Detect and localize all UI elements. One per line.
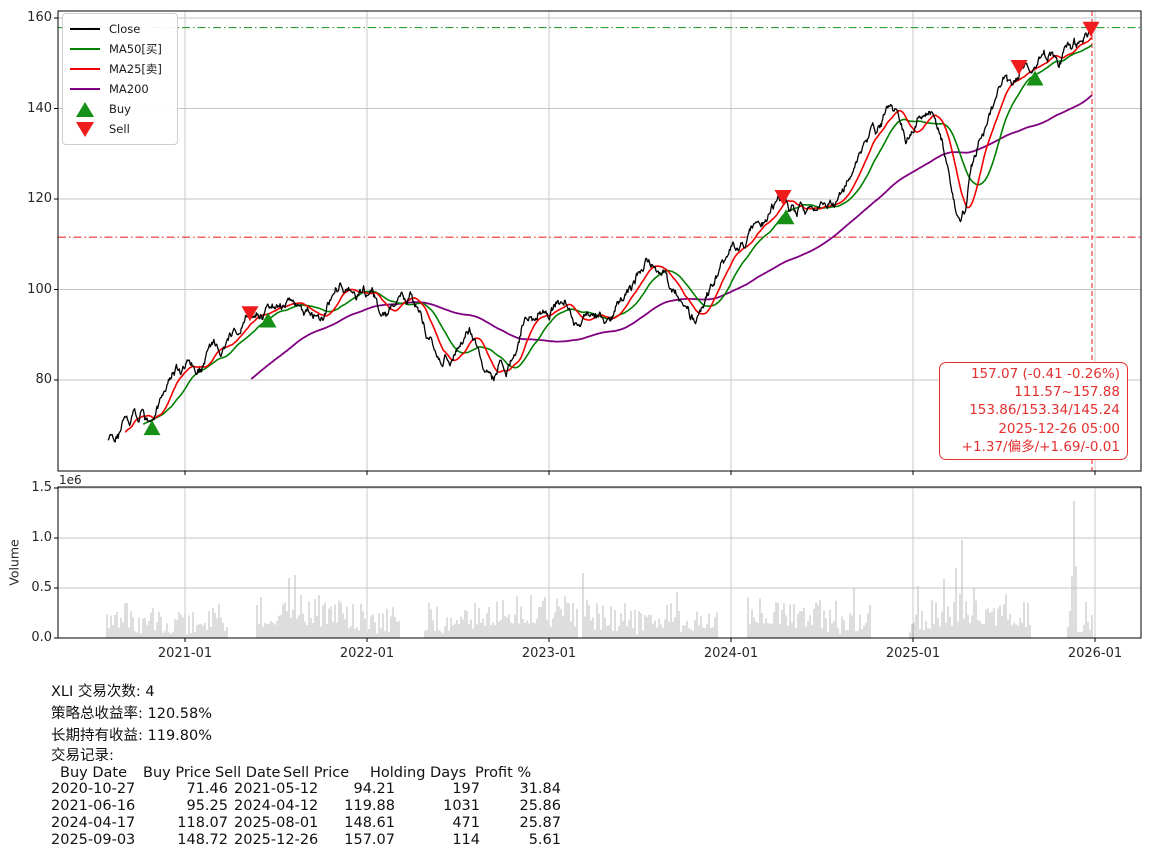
volume-axis-tick: 1.5: [31, 480, 52, 495]
legend-label: Sell: [109, 122, 130, 136]
date-axis-tick: 2024-01: [703, 646, 759, 661]
annotation-price-line: 157.07 (-0.41 -0.26%): [970, 366, 1120, 382]
trade-record-title: 交易记录:: [51, 748, 114, 764]
trade-buy-price: 95.25: [186, 798, 228, 814]
ma25-line-swatch: [70, 67, 100, 71]
trade-sell-date: 2021-05-12: [234, 781, 319, 797]
date-axis-tick: 2026-01: [1067, 646, 1123, 661]
ma200-line-swatch: [70, 87, 100, 91]
col-holding-days: Holding Days: [370, 765, 467, 781]
trade-sell-date: 2025-12-26: [234, 832, 319, 848]
volume-axis-title: Volume: [6, 539, 22, 586]
trade-sell-price: 157.07: [344, 832, 395, 848]
price-axis-tick: 140: [27, 100, 52, 116]
strategy-return-line: 策略总收益率: 120.58%: [51, 706, 213, 722]
volume-scale-label: 1e6: [59, 473, 82, 487]
trade-profit-pct: 5.61: [528, 832, 561, 848]
trade-sell-date: 2024-04-12: [234, 798, 319, 814]
legend-label: Close: [109, 22, 141, 36]
trade-buy-price: 71.46: [186, 781, 228, 797]
trade-profit-pct: 25.87: [519, 815, 561, 831]
price-axis-tick: 80: [35, 372, 52, 387]
annotation-ma-line: 153.86/153.34/145.24: [969, 402, 1120, 419]
volume-axis-tick: 0.5: [31, 580, 52, 595]
date-axis-tick: 2023-01: [521, 646, 577, 661]
col-sell-date: Sell Date: [215, 765, 281, 781]
trade-sell-price: 119.88: [344, 798, 395, 814]
trade-count-line: XLI 交易次数: 4: [51, 684, 155, 700]
price-axis-tick: 160: [27, 10, 52, 25]
col-sell-price: Sell Price: [283, 765, 350, 781]
col-buy-date: Buy Date: [60, 765, 127, 781]
volume-axis-tick: 1.0: [31, 530, 52, 545]
legend-item-close: Close: [70, 19, 169, 39]
price-axis-tick: 120: [27, 191, 52, 206]
sell-triangle-icon: [70, 121, 100, 137]
trade-buy-price: 148.72: [177, 832, 228, 848]
quote-annotation-box: 157.07 (-0.41 -0.26%) 111.57~157.88 153.…: [939, 362, 1128, 461]
date-axis-tick: 2025-01: [885, 646, 941, 661]
legend-label: MA200: [109, 82, 149, 96]
legend-item-ma50: MA50[买]: [70, 39, 169, 59]
date-axis-tick: 2021-01: [157, 646, 213, 661]
price-volume-chart: [54, 10, 1142, 642]
volume-axis-tick: 0.0: [31, 630, 52, 645]
close-line-swatch: [70, 27, 100, 31]
trade-holding-days: 114: [452, 832, 480, 848]
legend-label: MA25[卖]: [109, 62, 162, 76]
annotation-range-line: 111.57~157.88: [1014, 384, 1120, 401]
price-axis-tick: 100: [27, 281, 52, 297]
legend-label: MA50[买]: [109, 42, 162, 56]
legend-item-sell: Sell: [70, 119, 169, 139]
buy-triangle-icon: [70, 101, 100, 117]
trade-sell-price: 94.21: [353, 781, 395, 797]
legend-label: Buy: [109, 102, 131, 116]
trade-buy-date: 2024-04-17: [51, 815, 136, 831]
trade-buy-price: 118.07: [177, 815, 228, 831]
trade-sell-date: 2025-08-01: [234, 815, 319, 831]
trade-sell-price: 148.61: [344, 815, 395, 831]
trade-holding-days: 197: [452, 781, 480, 797]
trade-buy-date: 2025-09-03: [51, 832, 136, 848]
trade-holding-days: 471: [452, 815, 480, 831]
annotation-bias-line: +1.37/偏多/+1.69/-0.01: [961, 438, 1120, 455]
col-buy-price: Buy Price: [143, 765, 211, 781]
legend-item-ma25: MA25[卖]: [70, 59, 169, 79]
legend-item-buy: Buy: [70, 99, 169, 119]
chart-legend: Close MA50[买] MA25[卖] MA200 Buy Sell: [62, 13, 178, 145]
trade-profit-pct: 25.86: [519, 798, 561, 814]
legend-item-ma200: MA200: [70, 79, 169, 99]
col-profit: Profit %: [475, 765, 532, 781]
ma50-line-swatch: [70, 47, 100, 51]
trade-holding-days: 1031: [443, 798, 480, 814]
date-axis-tick: 2022-01: [339, 646, 395, 661]
annotation-datetime-line: 2025-12-26 05:00: [998, 420, 1120, 437]
trade-buy-date: 2021-06-16: [51, 798, 136, 814]
hold-return-line: 长期持有收益: 119.80%: [51, 728, 213, 744]
trade-profit-pct: 31.84: [519, 781, 561, 797]
trade-buy-date: 2020-10-27: [51, 781, 136, 797]
